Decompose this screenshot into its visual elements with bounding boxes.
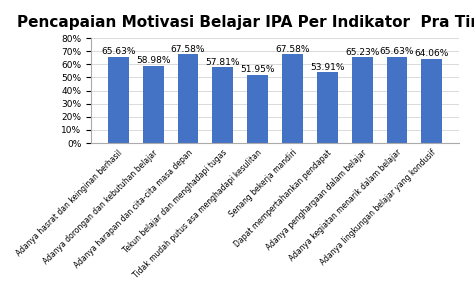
Bar xyxy=(143,66,164,143)
Text: 65.23%: 65.23% xyxy=(345,48,379,57)
Bar xyxy=(212,67,233,143)
Text: 51.95%: 51.95% xyxy=(240,65,275,74)
Bar xyxy=(282,54,303,143)
Title: Pencapaian Motivasi Belajar IPA Per Indikator  Pra Tindakan: Pencapaian Motivasi Belajar IPA Per Indi… xyxy=(17,15,474,30)
Bar xyxy=(247,75,268,143)
Text: 64.06%: 64.06% xyxy=(415,49,449,58)
Text: 57.81%: 57.81% xyxy=(206,58,240,67)
Bar xyxy=(108,57,129,143)
Bar xyxy=(386,57,408,143)
Bar xyxy=(177,54,199,143)
Text: 58.98%: 58.98% xyxy=(136,56,170,65)
Text: 65.63%: 65.63% xyxy=(101,47,136,56)
Text: 65.63%: 65.63% xyxy=(380,47,414,56)
Text: 67.58%: 67.58% xyxy=(171,45,205,54)
Bar xyxy=(317,72,338,143)
Bar xyxy=(421,59,442,143)
Text: 53.91%: 53.91% xyxy=(310,63,345,72)
Text: 67.58%: 67.58% xyxy=(275,45,310,54)
Bar xyxy=(352,58,373,143)
